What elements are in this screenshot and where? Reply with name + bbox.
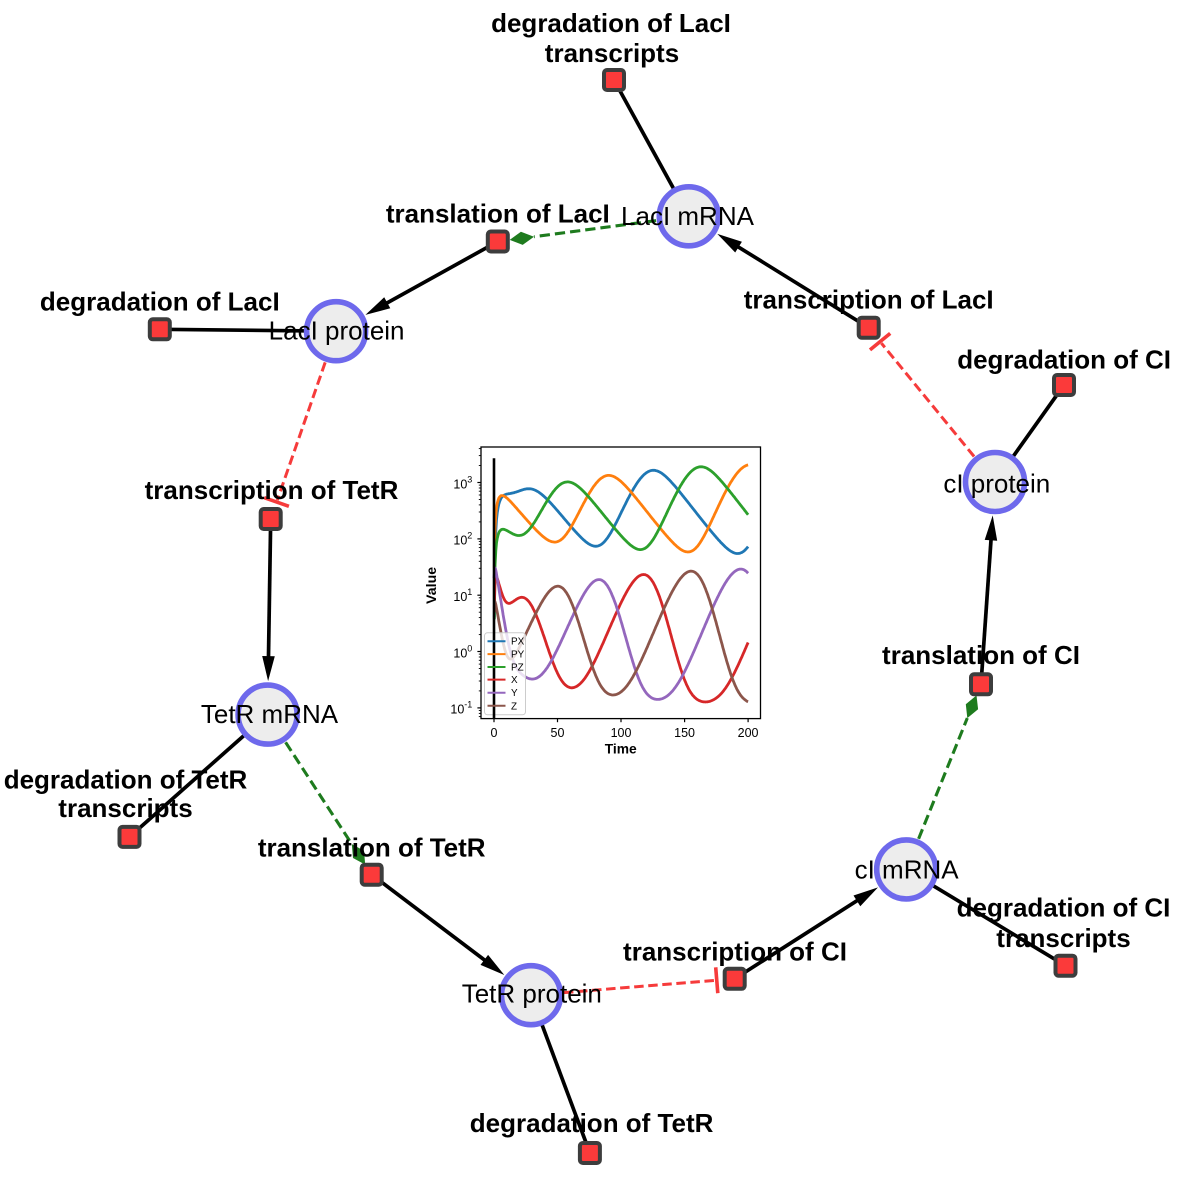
svg-text:translation of TetR: translation of TetR xyxy=(258,833,486,863)
svg-text:degradation of CI: degradation of CI xyxy=(957,344,1171,374)
svg-text:200: 200 xyxy=(738,726,759,740)
svg-text:degradation of TetR: degradation of TetR xyxy=(4,764,248,794)
svg-text:PX: PX xyxy=(511,637,525,648)
svg-text:0: 0 xyxy=(491,726,498,740)
svg-text:degradation of LacI: degradation of LacI xyxy=(491,8,731,38)
svg-text:transcription of TetR: transcription of TetR xyxy=(145,475,399,505)
svg-text:Y: Y xyxy=(511,688,518,699)
svg-text:150: 150 xyxy=(674,726,695,740)
svg-text:degradation of CI: degradation of CI xyxy=(957,893,1171,923)
svg-text:PZ: PZ xyxy=(511,663,524,674)
svg-text:degradation of TetR: degradation of TetR xyxy=(470,1108,714,1138)
svg-text:degradation of LacI: degradation of LacI xyxy=(40,286,280,316)
svg-text:100: 100 xyxy=(611,726,632,740)
svg-text:X: X xyxy=(511,675,518,686)
svg-text:cI protein: cI protein xyxy=(943,469,1050,499)
svg-text:LacI protein: LacI protein xyxy=(269,316,405,346)
svg-text:transcription of LacI: transcription of LacI xyxy=(744,285,994,315)
svg-text:Z: Z xyxy=(511,701,517,712)
svg-text:transcripts: transcripts xyxy=(58,793,192,823)
svg-text:Time: Time xyxy=(605,742,637,757)
svg-text:transcription of CI: transcription of CI xyxy=(623,936,847,966)
svg-text:transcripts: transcripts xyxy=(996,923,1130,953)
svg-text:cI mRNA: cI mRNA xyxy=(855,855,960,885)
svg-text:translation of LacI: translation of LacI xyxy=(386,198,610,228)
svg-text:transcripts: transcripts xyxy=(545,38,679,68)
svg-text:LacI mRNA: LacI mRNA xyxy=(621,201,755,231)
svg-text:Value: Value xyxy=(424,567,440,604)
svg-text:PY: PY xyxy=(511,650,525,661)
svg-text:TetR mRNA: TetR mRNA xyxy=(201,699,339,729)
svg-text:TetR protein: TetR protein xyxy=(462,979,602,1009)
svg-text:translation of CI: translation of CI xyxy=(882,640,1080,670)
svg-text:50: 50 xyxy=(551,726,565,740)
